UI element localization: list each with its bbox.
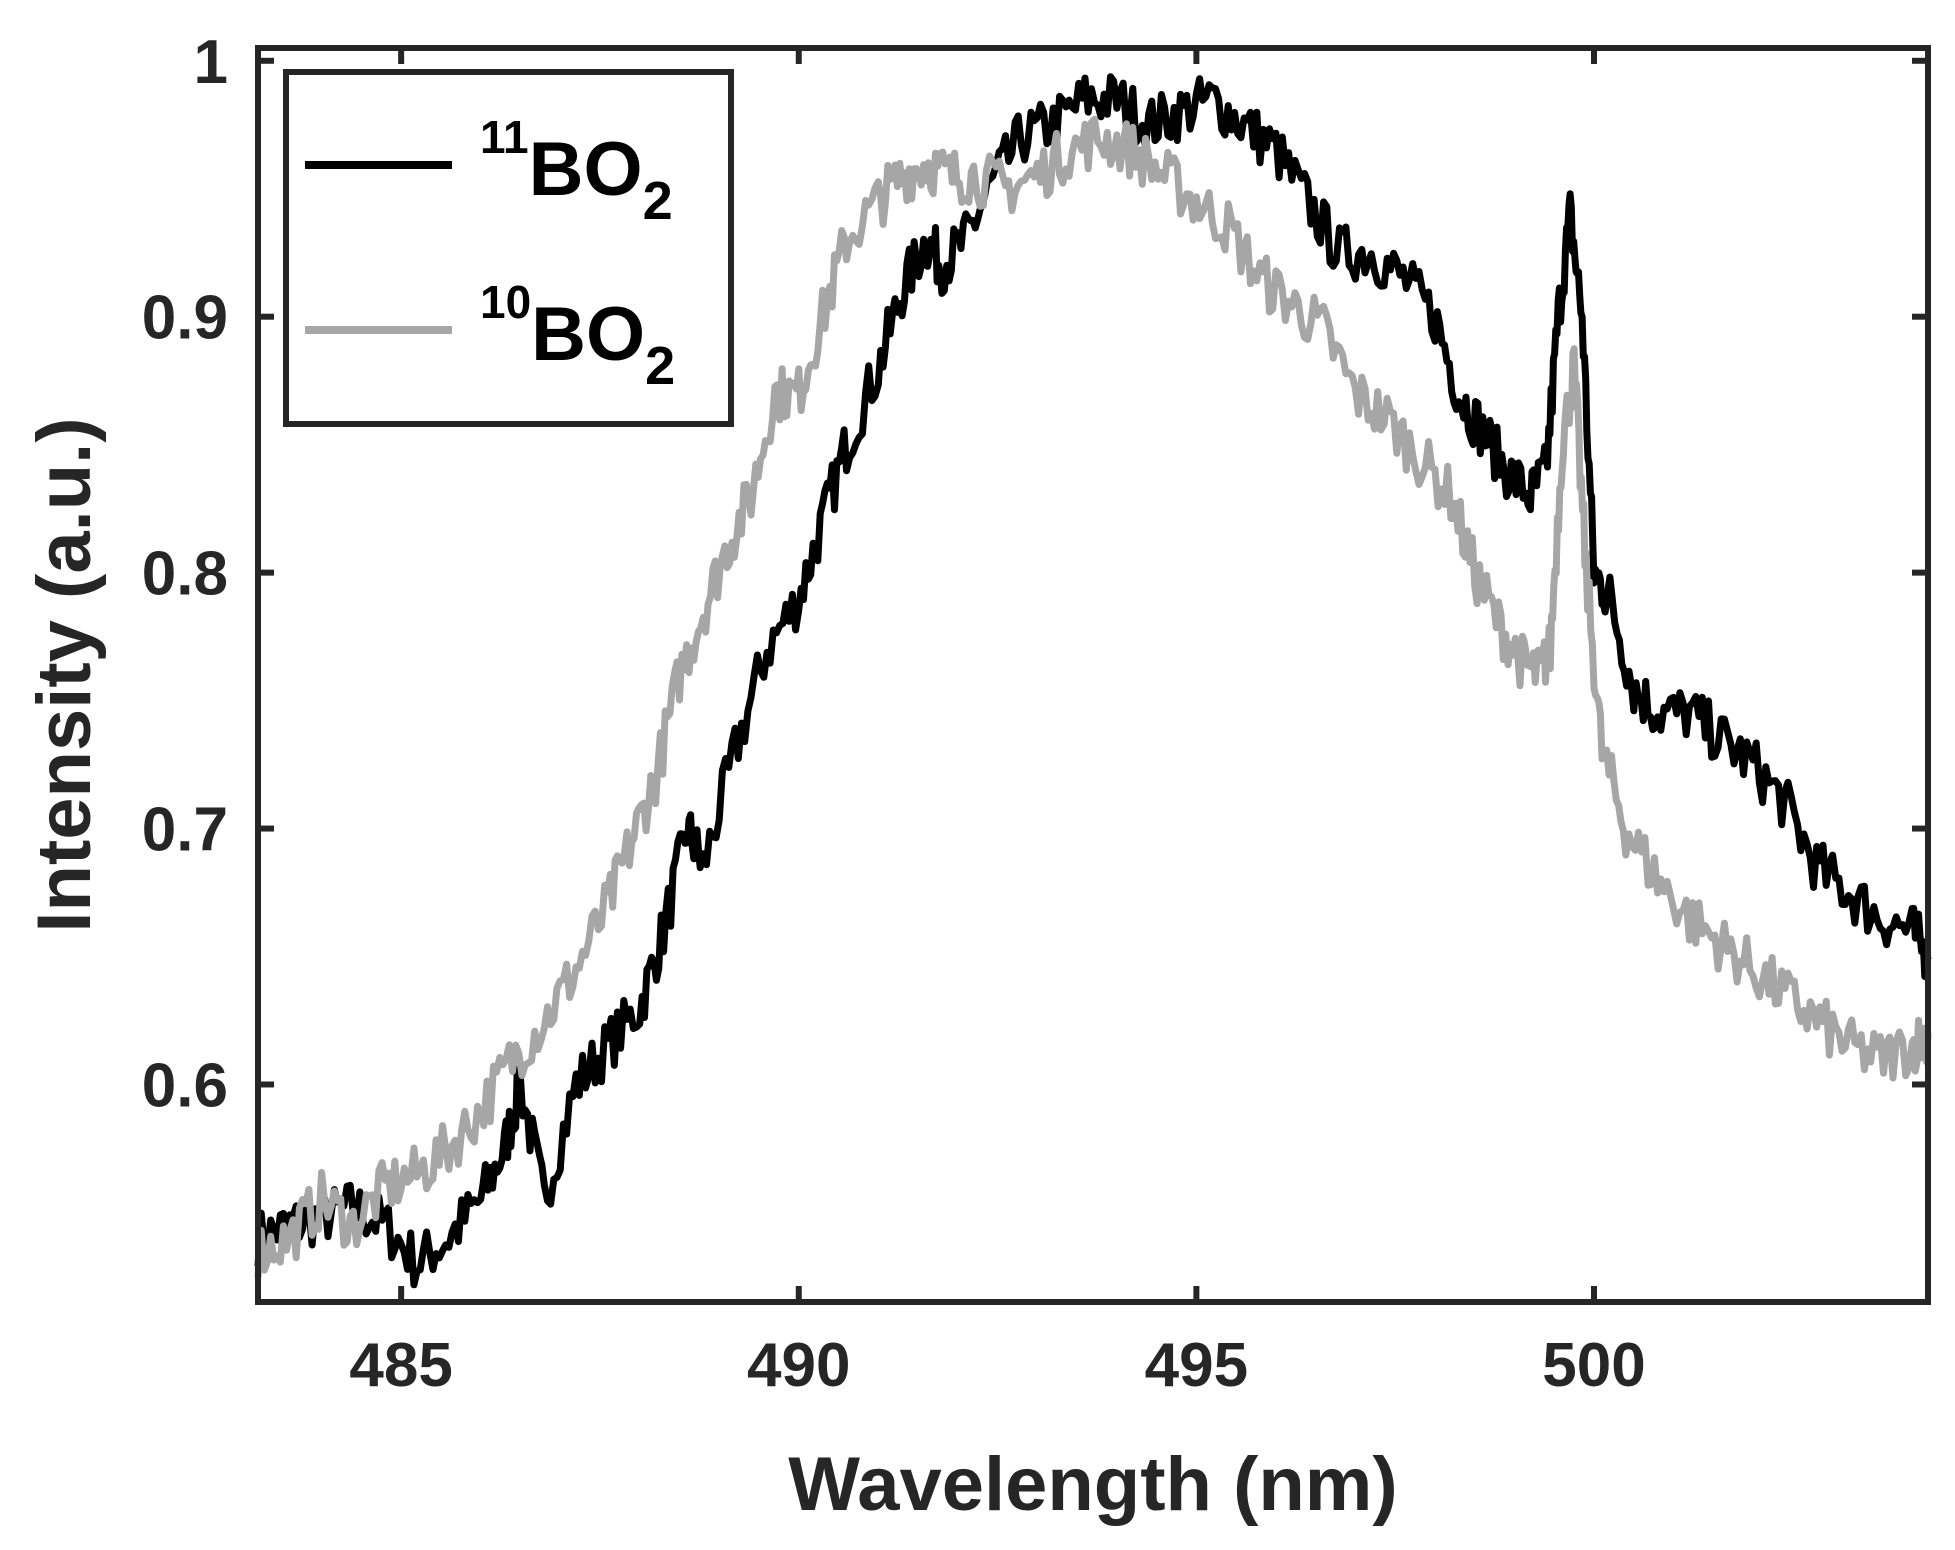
series-line-11bo2 — [254, 73, 1932, 1289]
legend-sub-10: 2 — [645, 336, 675, 396]
x-tick-label-495: 495 — [1145, 1331, 1248, 1400]
legend: 11BO2 10BO2 — [283, 69, 734, 427]
y-tick-label-0.6: 0.6 — [142, 1051, 228, 1120]
legend-mass-10: 10 — [480, 276, 531, 328]
series-layer — [254, 73, 1932, 1289]
legend-base-11: BO — [529, 127, 643, 212]
plot-frame — [255, 45, 1931, 1305]
legend-base-10: BO — [531, 292, 645, 377]
legend-label-10bo2: 10BO2 — [480, 276, 675, 396]
legend-box — [283, 69, 734, 427]
x-tick-label-490: 490 — [747, 1331, 850, 1400]
y-tick-label-1: 1 — [194, 28, 228, 97]
legend-mass-11: 11 — [480, 111, 529, 163]
y-tick-label-0.7: 0.7 — [142, 796, 228, 865]
y-tick-labels: 0.6 0.7 0.8 0.9 1 — [142, 28, 228, 1121]
y-tick-label-0.8: 0.8 — [142, 540, 228, 609]
x-axis-label: Wavelength (nm) — [788, 1442, 1397, 1527]
x-tick-label-485: 485 — [349, 1331, 452, 1400]
y-tick-label-0.9: 0.9 — [142, 284, 228, 353]
x-tick-labels: 485 490 495 500 — [349, 1331, 1645, 1400]
x-tick-label-500: 500 — [1542, 1331, 1645, 1400]
series-line-10bo2 — [254, 115, 1932, 1278]
legend-label-11bo2: 11BO2 — [480, 111, 673, 231]
y-axis-label: Intensity (a.u.) — [22, 417, 107, 932]
legend-sub-11: 2 — [643, 171, 673, 231]
